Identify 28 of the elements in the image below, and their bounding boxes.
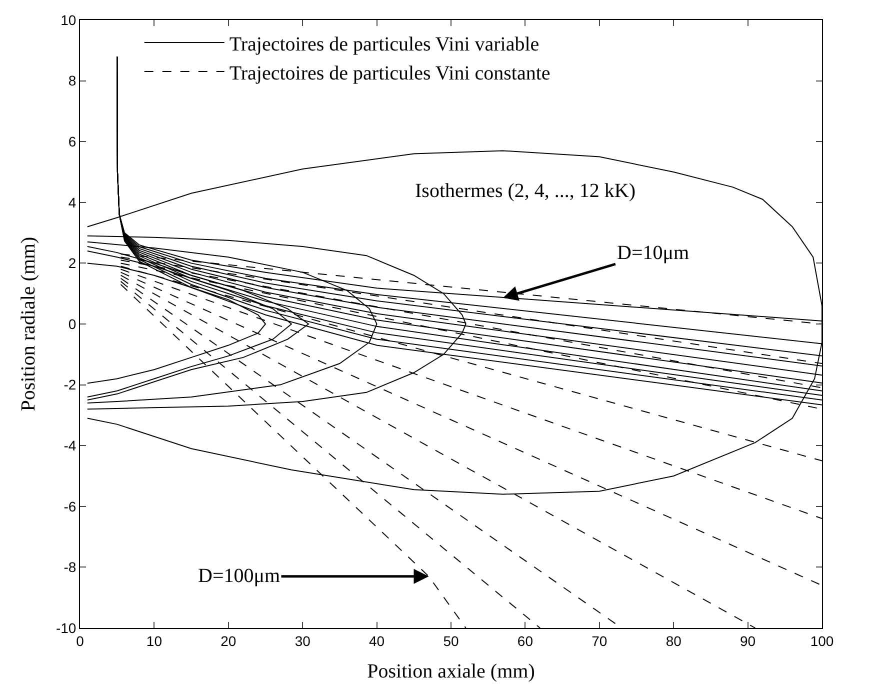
x-tick-label: 50	[443, 632, 459, 649]
x-tick-label: 70	[592, 632, 608, 649]
y-tick-label: -10	[56, 620, 76, 636]
annotation: D=100μm	[198, 565, 280, 587]
y-tick-label: 6	[68, 134, 76, 150]
y-axis-title: Position radiale (mm)	[17, 236, 40, 412]
x-tick-label: 100	[810, 632, 834, 649]
y-tick-label: 4	[68, 194, 76, 210]
x-axis-title: Position axiale (mm)	[367, 660, 535, 682]
y-tick-label: -6	[64, 498, 76, 514]
y-tick-label: 0	[68, 316, 76, 332]
x-tick-label: 10	[146, 632, 162, 649]
x-tick-label: 40	[369, 632, 385, 649]
x-tick-label: 90	[740, 632, 756, 649]
x-tick-label: 60	[517, 632, 534, 649]
annotation: Isothermes (2, 4, ..., 12 kK)	[415, 180, 636, 202]
x-tick-label: 80	[666, 632, 682, 649]
x-tick-label: 30	[294, 632, 311, 649]
annotation: D=10μm	[617, 242, 690, 264]
x-tick-label: 20	[220, 632, 236, 649]
y-tick-label: 8	[68, 72, 76, 89]
y-tick-label: -2	[64, 376, 76, 393]
y-tick-label: 2	[68, 255, 76, 272]
y-tick-label: -4	[64, 438, 76, 454]
legend-label: Trajectoires de particules Vini constante	[229, 62, 550, 84]
y-tick-label: -8	[64, 559, 76, 576]
y-tick-label: 10	[60, 12, 76, 28]
legend-label: Trajectoires de particules Vini variable	[229, 33, 540, 56]
